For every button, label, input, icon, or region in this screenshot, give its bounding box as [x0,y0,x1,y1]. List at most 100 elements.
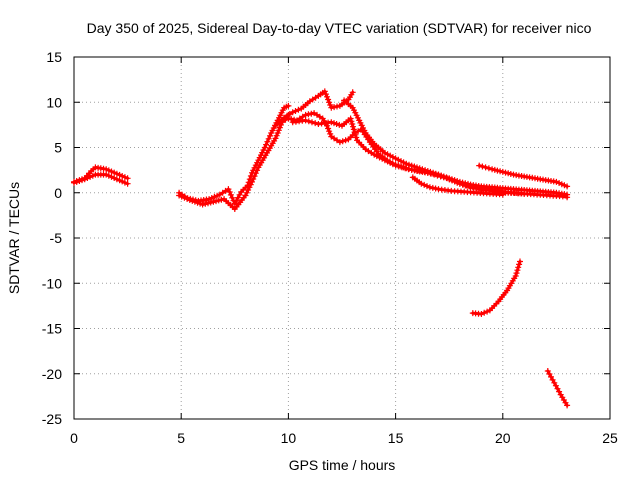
data-point [124,175,131,182]
data-point [324,93,330,100]
data-point [353,134,360,141]
data-point [440,173,447,180]
data-point [279,118,286,124]
data-point [325,125,332,132]
data-point [274,130,281,136]
y-tick-label: -5 [50,230,63,246]
y-tick-label: -25 [42,411,62,427]
data-point [111,175,118,181]
data-point [430,169,437,176]
data-point [553,178,560,185]
y-tick-label: -20 [42,366,62,382]
data-point [87,173,94,180]
data-point [482,164,489,171]
data-point [218,196,225,203]
y-tick-label: 10 [46,94,62,110]
data-point [71,179,77,186]
data-point [121,174,128,181]
data-point [435,171,442,178]
data-point [352,109,359,116]
data-point [517,258,523,265]
x-tick-label: 20 [495,430,511,446]
y-tick-label: 0 [54,185,62,201]
data-point [305,118,312,125]
data-point [79,177,85,184]
data-point [327,130,334,137]
y-tick-label: 5 [54,140,62,156]
data-point [251,173,258,180]
data-point [206,196,213,203]
data-point [479,163,486,170]
data-point [556,180,563,186]
data-point [326,128,333,135]
data-point [387,159,394,166]
data-point [73,178,80,185]
data-point [392,162,399,169]
series-trace-11 [469,258,523,317]
data-point [350,123,356,130]
data-point [478,311,485,317]
y-axis-label: SDTVAR / TECUs [6,182,22,294]
data-point [275,127,282,134]
data-point [205,200,211,207]
data-point [462,182,469,189]
data-point [406,161,412,168]
data-point [108,173,115,180]
data-point [342,137,349,144]
data-point [81,176,88,183]
data-point [199,201,206,208]
data-point [339,138,346,145]
data-point [349,121,356,127]
data-point [226,189,233,195]
data-point [184,195,191,202]
data-point [414,164,420,171]
data-point [214,192,221,199]
data-point [516,261,523,268]
series-trace-10 [476,162,571,190]
data-point [264,138,271,145]
data-point [302,117,309,124]
data-point [328,119,335,126]
data-point [399,164,405,171]
x-axis-label: GPS time / hours [289,457,396,473]
data-point [124,180,131,187]
data-point [213,198,219,205]
series-line [278,111,569,197]
data-point [349,89,356,96]
data-point [282,116,289,123]
data-point [459,181,466,188]
data-point [327,102,334,108]
data-point [376,154,383,161]
data-point [476,162,483,169]
data-point [250,176,257,182]
data-point [113,170,120,177]
data-point [309,119,315,126]
data-point [265,135,272,142]
data-point [489,166,496,173]
data-point [305,111,312,118]
y-tick-label: -15 [42,321,62,337]
data-point [247,181,254,188]
data-point [422,167,429,174]
data-point [322,91,329,98]
data-point [321,88,328,95]
data-point [227,191,234,198]
data-point [252,170,259,177]
data-point [443,175,450,181]
data-point [312,120,319,127]
data-point [249,178,255,185]
data-point [178,193,185,200]
data-point [121,179,128,186]
data-point [355,128,362,135]
x-tick-label: 10 [281,430,297,446]
data-point [512,273,519,279]
data-point [521,190,528,197]
data-point [273,132,280,139]
data-point [225,186,232,193]
data-point [446,176,453,183]
data-point [285,102,292,109]
data-point [351,129,358,136]
x-tick-label: 0 [70,430,78,446]
data-point [564,183,571,190]
